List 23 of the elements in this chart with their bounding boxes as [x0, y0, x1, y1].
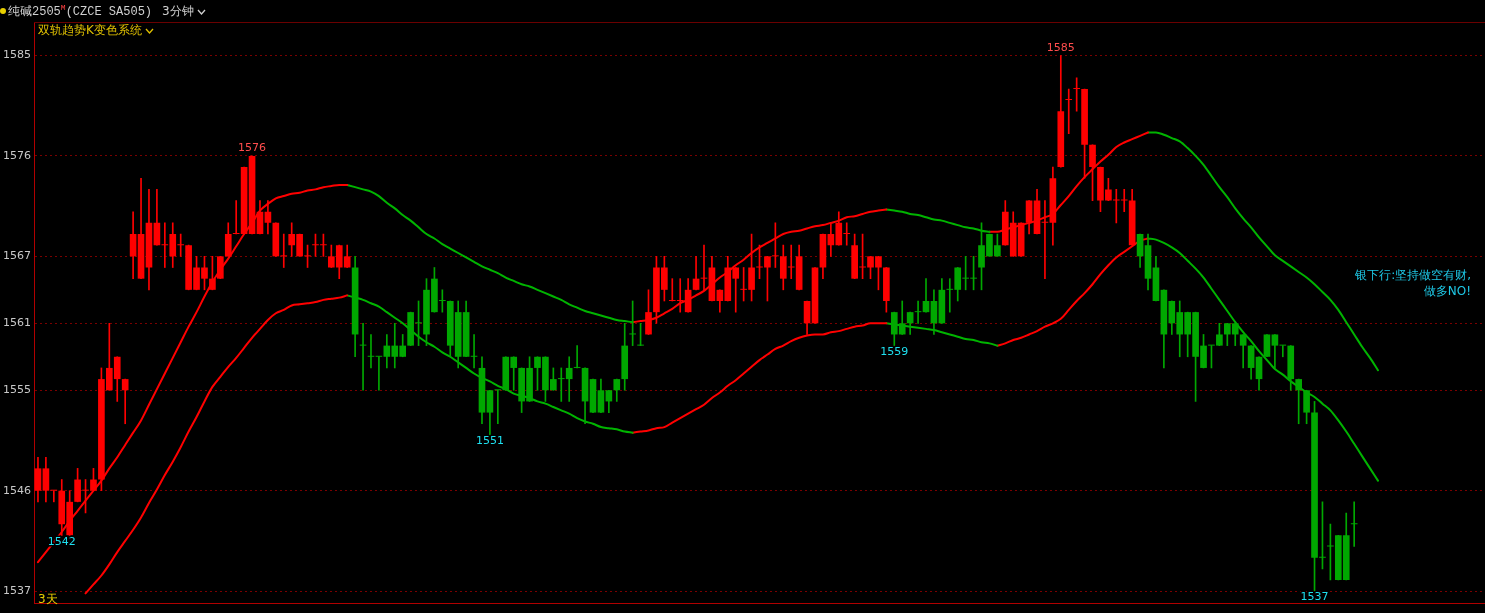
text: 1559: [880, 344, 909, 358]
y-tick-label: 1561: [3, 316, 31, 330]
chart-title: 纯碱2505$^{M}$(CZCE SA505): [8, 3, 153, 19]
candlestick: [1350, 501, 1358, 547]
y-tick-label: 1555: [3, 383, 31, 397]
line-series: [1147, 237, 1379, 482]
candlestick: [121, 378, 129, 425]
text: 1585: [1046, 40, 1075, 54]
text: 1576: [238, 141, 267, 155]
annotation: 3天: [38, 592, 58, 606]
line-series: [84, 294, 349, 595]
y-tick-label: 1546: [3, 483, 31, 497]
annotation: 银下行:坚持做空有财, 做多NO!: [1355, 268, 1471, 298]
annotation: 双轨趋势K变色系统: [38, 23, 142, 37]
text: 1537: [1300, 590, 1329, 604]
text: 1551: [475, 434, 504, 448]
y-tick-label: 1537: [3, 583, 31, 597]
line-series: [1147, 131, 1379, 372]
chart-subtitle: 3分钟: [162, 4, 194, 18]
y-tick-label: 1567: [3, 249, 31, 263]
y-tick-label: 1576: [3, 148, 31, 162]
y-tick-label: 1585: [3, 48, 31, 62]
candlestick: [1065, 88, 1073, 134]
